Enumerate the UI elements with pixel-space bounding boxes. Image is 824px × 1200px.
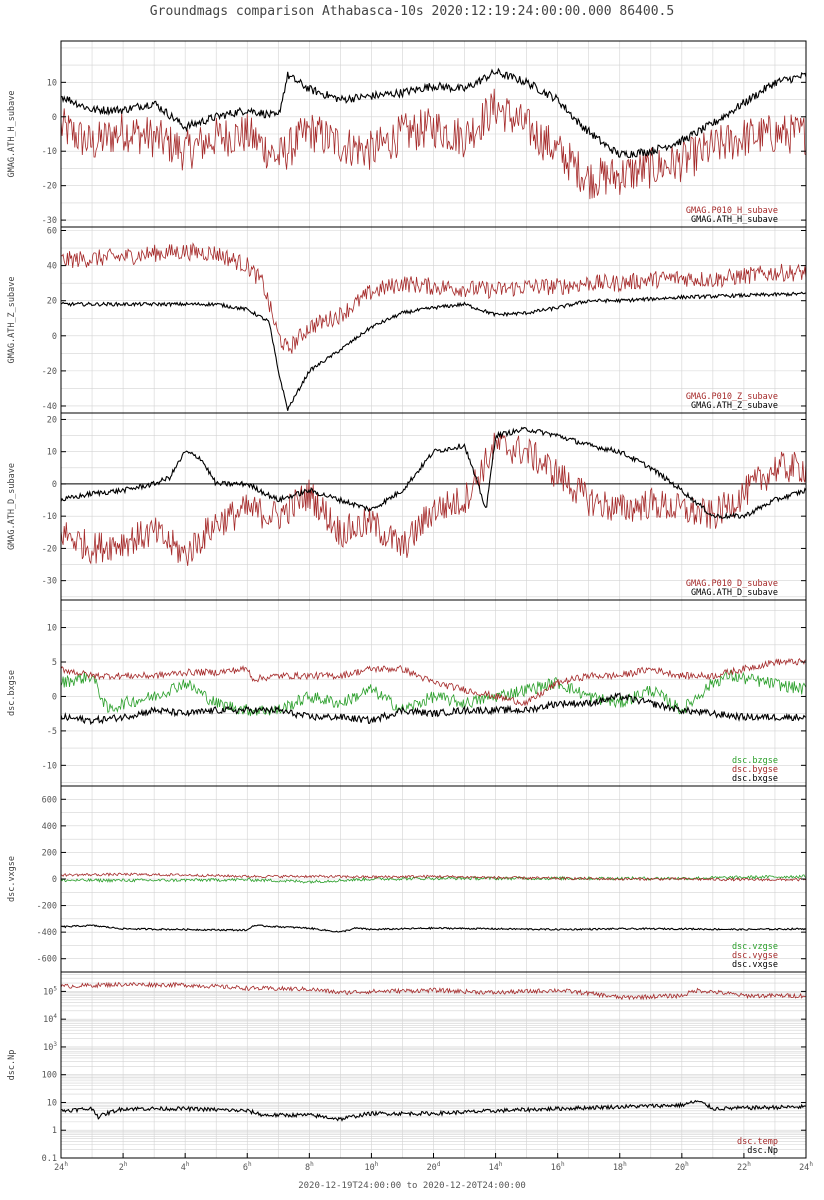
- legend-entry: GMAG.ATH_Z_subave: [691, 401, 778, 411]
- legend-entry: dsc.bygse: [732, 765, 778, 775]
- y-tick-label: -10: [42, 512, 57, 522]
- series-line-dsc-vygse: [60, 872, 807, 882]
- y-tick-label: 0: [52, 113, 57, 123]
- series-line-gmag-p010-h-subave: [60, 88, 807, 200]
- y-tick-label: 20: [47, 415, 57, 425]
- legend-entry: dsc.vygse: [732, 951, 778, 961]
- y-tick-label: -20: [42, 182, 57, 192]
- panel-4: -10-50510dsc.bxgsedsc.bzgsedsc.bygsedsc.…: [7, 599, 807, 787]
- x-tick-label: 14h: [489, 1161, 503, 1173]
- series-line-dsc-bxgse: [60, 692, 807, 726]
- y-tick-label: -20: [42, 544, 57, 554]
- y-tick-label: 10: [47, 78, 57, 88]
- y-tick-label: 200: [42, 848, 57, 858]
- x-tick-label: 24h: [799, 1161, 813, 1173]
- y-tick-label: -30: [42, 577, 57, 587]
- legend-entry: dsc.Np: [747, 1146, 778, 1156]
- y-tick-label: 0: [52, 480, 57, 490]
- y-tick-label: -200: [37, 902, 57, 912]
- legend-entry: dsc.temp: [737, 1137, 778, 1147]
- y-tick-label: -20: [42, 367, 57, 377]
- y-tick-label: -40: [42, 402, 57, 412]
- x-tick-label: 18h: [613, 1161, 627, 1173]
- series-line-gmag-ath-h-subave: [60, 67, 807, 159]
- y-tick-label: 400: [42, 822, 57, 832]
- series-line-dsc-np: [60, 1099, 807, 1122]
- y-tick-label: 60: [47, 227, 57, 237]
- y-tick-label: 105: [43, 985, 57, 997]
- x-tick-label: 16h: [551, 1161, 565, 1173]
- legend-entry: GMAG.ATH_H_subave: [691, 215, 778, 225]
- y-tick-label: 0: [52, 332, 57, 342]
- y-axis-label: GMAG.ATH_D_subave: [7, 463, 17, 550]
- legend-entry: dsc.vxgse: [732, 960, 778, 970]
- panel-5: -600 -400 -200 0 200 400 600 dsc.vxgse dsc.vzgse…: [7, 785, 807, 973]
- x-tick-label: 24h: [54, 1161, 68, 1173]
- panel-1: -30-20-10010GMAG.ATH_H_subaveGMAG.P010_H…: [7, 40, 807, 228]
- y-tick-label: 0.1: [42, 1154, 57, 1164]
- series-line-gmag-p010-d-subave: [60, 432, 807, 566]
- legend-entry: GMAG.P010_Z_subave: [686, 392, 778, 402]
- y-tick-label: 5: [52, 658, 57, 668]
- y-tick-label: 100: [42, 1071, 57, 1081]
- y-tick-label: 40: [47, 262, 57, 272]
- chart-title: Groundmags comparison Athabasca-10s 2020…: [149, 4, 675, 19]
- series-line-gmag-p010-z-subave: [60, 242, 807, 354]
- y-tick-label: 1: [52, 1126, 57, 1136]
- legend-entry: dsc.bxgse: [732, 774, 778, 784]
- y-tick-label: -600: [37, 955, 57, 965]
- y-tick-label: -10: [42, 761, 57, 771]
- time-range-footer: 2020-12-19T24:00:00 to 2020-12-20T24:00:…: [298, 1181, 526, 1191]
- x-axis-group: 24h 2h 4h 6h 8h 10h 20d 14h 16h 18h 20h 22h 24h: [54, 1153, 813, 1173]
- y-tick-label: -5: [47, 727, 57, 737]
- y-tick-label: 10: [47, 624, 57, 634]
- y-tick-label: 10: [47, 1098, 57, 1108]
- series-line-gmag-ath-d-subave: [60, 426, 807, 520]
- y-axis-label: dsc.bxgse: [7, 670, 17, 716]
- panels-group: -30-20-10010GMAG.ATH_H_subaveGMAG.P010_H…: [7, 40, 807, 1164]
- legend-entry: GMAG.P010_D_subave: [686, 579, 778, 589]
- y-tick-label: 20: [47, 297, 57, 307]
- series-line-dsc-bzgse: [60, 669, 807, 717]
- panel-2: -40-200204060GMAG.ATH_Z_subaveGMAG.P010_…: [7, 226, 807, 414]
- y-tick-label: -10: [42, 147, 57, 157]
- x-tick-label: 6h: [243, 1161, 252, 1173]
- y-tick-label: 0: [52, 692, 57, 702]
- x-tick-label: 20d: [427, 1161, 441, 1173]
- x-tick-label: 2h: [119, 1161, 128, 1173]
- x-tick-label: 20h: [675, 1161, 689, 1173]
- y-tick-label: 0: [52, 875, 57, 885]
- y-tick-label: 10: [47, 448, 57, 458]
- x-tick-label: 8h: [305, 1161, 314, 1173]
- legend-entry: dsc.vzgse: [732, 942, 778, 952]
- panel-3: -30-20-1001020GMAG.ATH_D_subaveGMAG.P010…: [7, 412, 807, 601]
- x-tick-label: 4h: [181, 1161, 190, 1173]
- y-axis-label: GMAG.ATH_Z_subave: [7, 277, 17, 364]
- series-line-gmag-ath-z-subave: [60, 291, 807, 411]
- x-tick-label: 22h: [737, 1161, 751, 1173]
- y-tick-label: -30: [42, 216, 57, 226]
- legend-entry: dsc.bzgse: [732, 756, 778, 766]
- legend-entry: GMAG.ATH_D_subave: [691, 588, 778, 598]
- y-tick-label: -400: [37, 928, 57, 938]
- legend-entry: GMAG.P010_H_subave: [686, 206, 778, 216]
- y-tick-label: 600: [42, 795, 57, 805]
- series-line-dsc-vxgse: [60, 924, 807, 933]
- y-tick-label: 104: [43, 1013, 57, 1025]
- y-tick-label: 103: [43, 1041, 57, 1053]
- y-axis-label: dsc.vxgse: [7, 856, 17, 902]
- series-line-dsc-temp: [60, 981, 807, 1001]
- x-tick-label: 10h: [364, 1161, 378, 1173]
- series-line-dsc-bygse: [60, 657, 807, 706]
- series-line-dsc-vzgse: [60, 874, 807, 885]
- y-axis-label: GMAG.ATH_H_subave: [7, 91, 17, 178]
- y-axis-label: dsc.Np: [7, 1050, 17, 1081]
